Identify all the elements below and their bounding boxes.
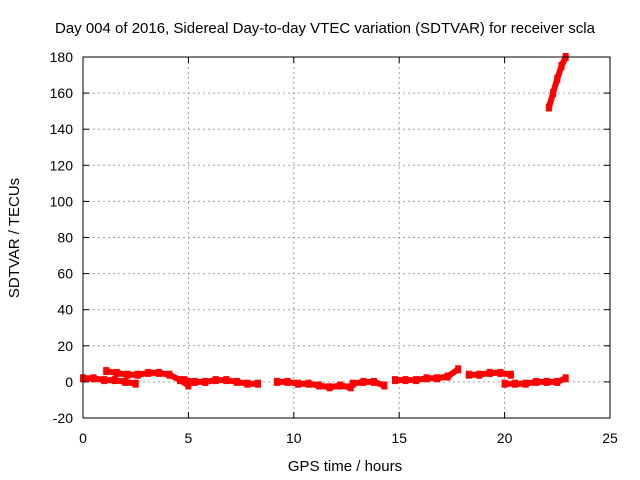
y-tick-label: 180 xyxy=(50,49,74,65)
data-point xyxy=(181,376,188,385)
data-point xyxy=(554,377,561,386)
data-point xyxy=(124,370,131,379)
data-point xyxy=(337,381,344,390)
x-tick-label: 25 xyxy=(602,430,618,446)
y-tick-label: 100 xyxy=(50,193,74,209)
data-point xyxy=(455,365,462,374)
data-point xyxy=(295,379,301,388)
data-point xyxy=(497,368,504,377)
y-tick-label: 80 xyxy=(57,230,73,246)
data-point xyxy=(543,377,550,386)
data-point xyxy=(434,374,441,383)
data-point xyxy=(255,379,261,388)
data-point xyxy=(202,377,209,386)
data-point xyxy=(465,370,472,379)
data-point xyxy=(166,370,173,379)
data-point xyxy=(132,379,139,388)
y-tick-label: 40 xyxy=(57,302,73,318)
data-point xyxy=(273,377,280,386)
x-tick-label: 15 xyxy=(391,430,407,446)
data-point xyxy=(522,379,529,388)
data-point xyxy=(305,379,312,388)
data-point xyxy=(370,377,377,386)
y-tick-label: 120 xyxy=(50,157,74,173)
x-tick-label: 0 xyxy=(79,430,87,446)
data-point xyxy=(558,62,565,70)
data-point xyxy=(223,376,230,385)
y-tick-label: -20 xyxy=(53,410,73,426)
x-tick-label: 5 xyxy=(185,430,193,446)
data-point xyxy=(476,370,483,379)
x-tick-label: 20 xyxy=(497,430,513,446)
data-point xyxy=(360,377,367,386)
x-tick-label: 10 xyxy=(286,430,302,446)
data-point xyxy=(486,368,493,377)
data-point xyxy=(244,379,251,388)
data-point xyxy=(113,368,120,377)
y-axis-label: SDTVAR / TECUs xyxy=(6,178,23,298)
data-point xyxy=(381,381,388,390)
data-point xyxy=(423,374,430,383)
data-point xyxy=(90,374,97,383)
data-point xyxy=(533,377,540,386)
data-point xyxy=(316,381,323,390)
chart-title: Day 004 of 2016, Sidereal Day-to-day VTE… xyxy=(55,20,596,37)
data-point xyxy=(545,103,552,112)
grid xyxy=(83,57,610,418)
data-point xyxy=(111,376,118,385)
y-axis: -20 0 20 40 60 80 100 120 140 160 180 xyxy=(50,49,610,426)
data-point xyxy=(402,376,409,385)
data-point xyxy=(554,74,561,83)
data-point xyxy=(191,377,198,386)
data-point xyxy=(155,368,162,377)
data-point xyxy=(501,379,508,388)
data-point xyxy=(326,383,333,392)
x-axis-label: GPS time / hours xyxy=(288,458,402,475)
data-point xyxy=(562,374,569,383)
y-tick-label: 0 xyxy=(65,374,73,390)
data-point xyxy=(550,89,557,98)
x-axis: 0 5 10 15 20 25 xyxy=(79,57,618,446)
data-point xyxy=(185,381,192,390)
data-point xyxy=(413,376,420,385)
data-point xyxy=(512,379,519,388)
y-tick-label: 20 xyxy=(57,338,73,354)
data-point xyxy=(177,376,183,385)
data-point xyxy=(134,370,141,379)
data-point xyxy=(212,376,219,385)
y-tick-label: 60 xyxy=(57,266,73,282)
data-point xyxy=(444,372,451,381)
data-point xyxy=(507,370,514,379)
data-point xyxy=(392,376,398,385)
data-point xyxy=(145,368,152,377)
data-track xyxy=(349,378,388,389)
data-point xyxy=(349,379,356,388)
data-point xyxy=(233,377,240,386)
data-point xyxy=(284,377,291,386)
data-point xyxy=(103,367,110,376)
data-point xyxy=(101,376,108,385)
y-tick-label: 160 xyxy=(50,85,74,101)
data-point xyxy=(122,377,129,386)
y-tick-label: 140 xyxy=(50,121,74,137)
